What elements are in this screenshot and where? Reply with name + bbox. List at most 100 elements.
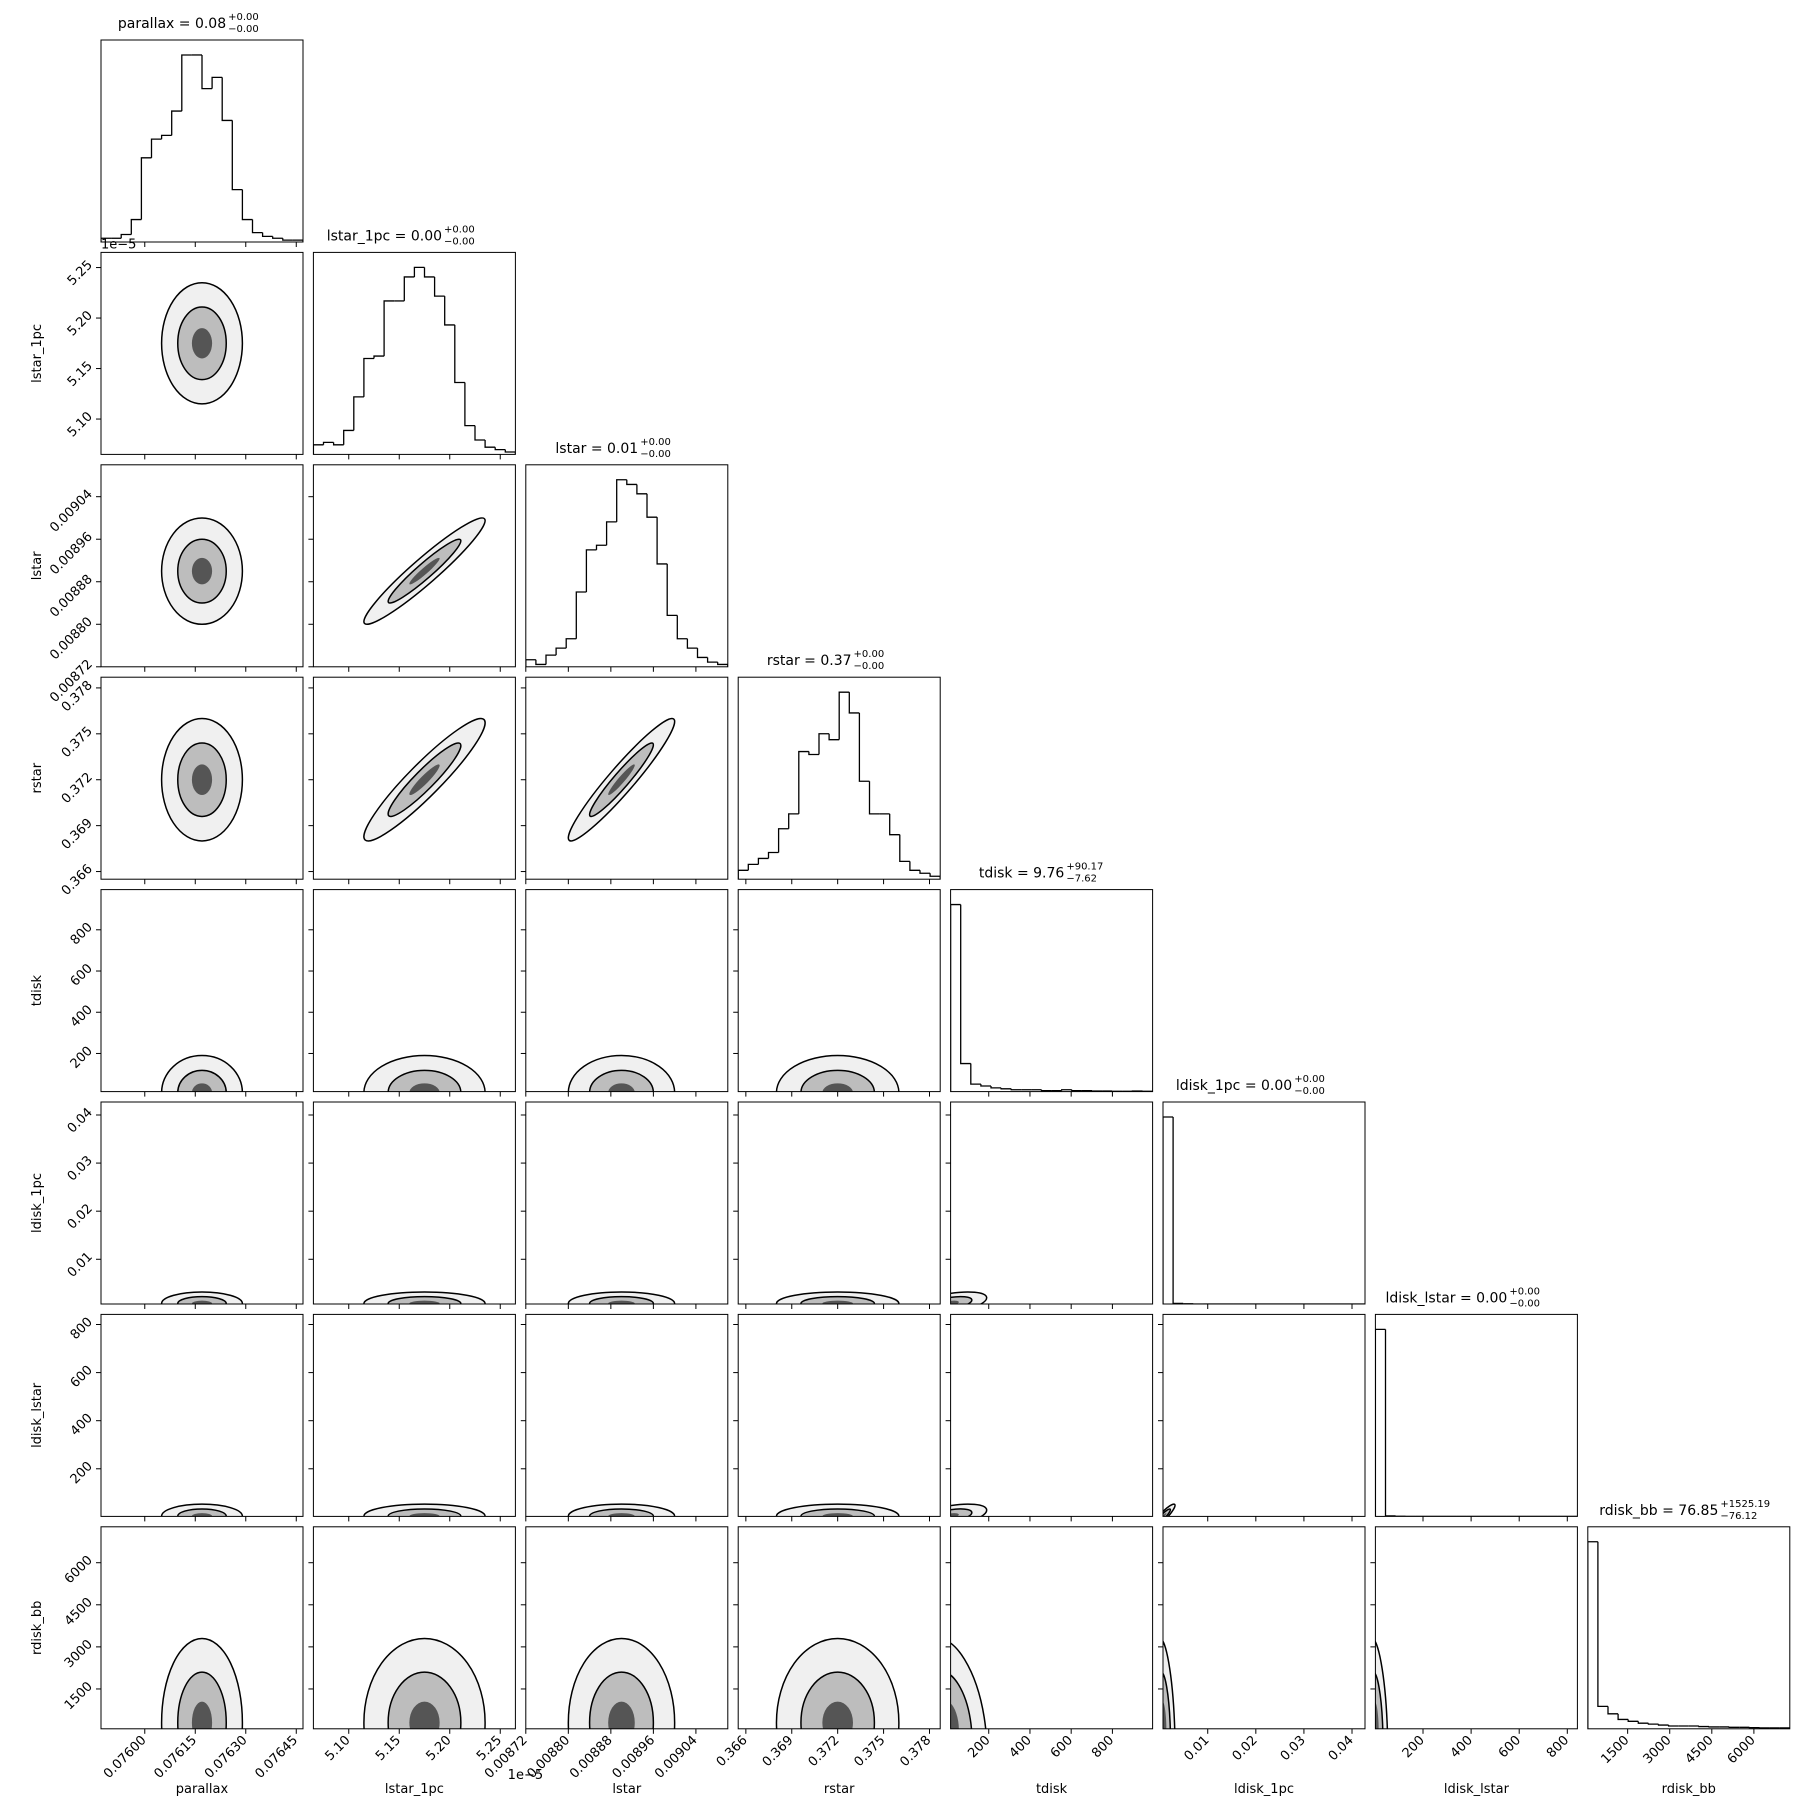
y-tick-label: 1500 (62, 1679, 96, 1713)
panel-content (363, 1054, 486, 1092)
title-lower: −0.00 (228, 24, 259, 35)
x-tick-label: 0.00904 (652, 1733, 701, 1782)
x-tick-label: 800 (1544, 1733, 1572, 1761)
density-contour (608, 1701, 635, 1729)
histogram-bin (1647, 1723, 1659, 1725)
panel-title: lstar = 0.01 (555, 441, 638, 457)
density-contour (191, 1300, 213, 1304)
y-tick-label: 0.03 (65, 1153, 96, 1184)
histogram-bin (494, 447, 506, 451)
density-contour (177, 1069, 227, 1092)
histogram-bin (454, 324, 465, 384)
panel-content (567, 1637, 676, 1729)
density-contour (191, 557, 213, 585)
histogram-bin (889, 813, 900, 836)
histogram-bin (960, 904, 971, 1065)
panel (733, 1313, 941, 1522)
histogram-bin (1040, 1089, 1052, 1092)
density-contour (950, 1513, 959, 1517)
histogram-bin (788, 813, 799, 829)
histogram-bin (818, 733, 830, 755)
x-axis-label: lstar_1pc (385, 1782, 444, 1797)
histogram-bin (626, 479, 637, 486)
y-tick-label: 0.375 (59, 724, 96, 761)
x-tick-label: 4500 (1683, 1733, 1717, 1767)
panel-frame (525, 1101, 729, 1305)
histogram-bin (899, 834, 910, 863)
panel: ldisk_1pc = 0.00 +0.00−0.00 (1162, 1074, 1366, 1309)
panel-frame (525, 676, 729, 880)
y-tick-label: 5.15 (65, 359, 96, 390)
histogram-bin (423, 267, 435, 278)
histogram-bin (343, 429, 354, 445)
histogram-bin (990, 1085, 1002, 1089)
panel (308, 1313, 516, 1522)
panel-frame (100, 251, 304, 455)
density-contour (160, 1054, 244, 1092)
panel-content (363, 517, 486, 626)
title-lower: −0.00 (854, 661, 885, 672)
y-tick-label: 0.366 (59, 862, 96, 899)
panel: 200 400 600 800 ldisk_lstar (30, 1313, 304, 1522)
histogram-bin (322, 441, 334, 445)
density-contour (409, 1513, 440, 1517)
x-tick-label: 0.07600 (101, 1733, 150, 1782)
histogram-bin (686, 638, 698, 649)
y-tick-label: 200 (68, 1459, 96, 1487)
x-tick-label: 400 (1448, 1733, 1476, 1761)
panel: lstar = 0.01 +0.00−0.00 (525, 437, 729, 672)
density-contour (191, 328, 213, 359)
title-lower: −76.12 (1720, 1511, 1757, 1522)
histogram-bin (241, 189, 253, 221)
panel-title: tdisk = 9.76 (979, 866, 1065, 882)
panel-frame (737, 1313, 941, 1517)
histogram-bin (828, 733, 840, 741)
histogram-bin (231, 120, 243, 191)
panel: rstar = 0.37 +0.00−0.00 (737, 649, 941, 885)
histogram-bin (332, 442, 344, 446)
density-contour (608, 1513, 635, 1517)
density-contour (608, 1083, 635, 1092)
panel-content (567, 1291, 676, 1304)
panel-content (1163, 1116, 1365, 1304)
density-contour (191, 1701, 213, 1729)
x-axis-label: lstar (612, 1782, 641, 1797)
title-lower: −7.62 (1066, 874, 1097, 885)
x-tick-label: 0.369 (760, 1733, 797, 1770)
x-axis-label: rstar (824, 1782, 855, 1797)
y-tick-label: 800 (68, 1315, 96, 1343)
histogram-bin (767, 851, 779, 859)
panel (308, 1101, 516, 1309)
panel-frame (312, 1313, 516, 1517)
histogram-bin (1667, 1725, 1679, 1727)
panel-title: rdisk_bb = 76.85 (1599, 1503, 1718, 1519)
panel-frame (1162, 1313, 1366, 1517)
panel-frame (737, 676, 941, 880)
density-contour (588, 1069, 655, 1092)
histogram-bin (555, 647, 567, 656)
histogram-bin (909, 861, 920, 871)
panel-frame (525, 1313, 729, 1517)
panel-content (738, 691, 941, 880)
y-tick-label: 0.369 (59, 816, 96, 853)
histogram-bin (130, 218, 142, 235)
title-lower: −0.00 (640, 449, 671, 460)
histogram-bin (140, 157, 152, 220)
histogram-bin (595, 544, 607, 550)
panel-frame (100, 1101, 304, 1305)
histogram-bin (970, 1063, 981, 1085)
y-tick-label: 600 (68, 1363, 96, 1391)
histogram-bin (798, 750, 809, 814)
panel: ldisk_lstar = 0.00 +0.00−0.00 (1374, 1286, 1578, 1522)
panel-frame (737, 1526, 941, 1730)
y-tick-label: 0.372 (59, 770, 96, 807)
panel-title: parallax = 0.08 (118, 16, 226, 32)
histogram-bin (696, 648, 708, 659)
histogram-bin (211, 76, 223, 89)
panel-content (313, 266, 516, 455)
density-contour (191, 1513, 213, 1517)
panel (945, 1101, 1154, 1309)
